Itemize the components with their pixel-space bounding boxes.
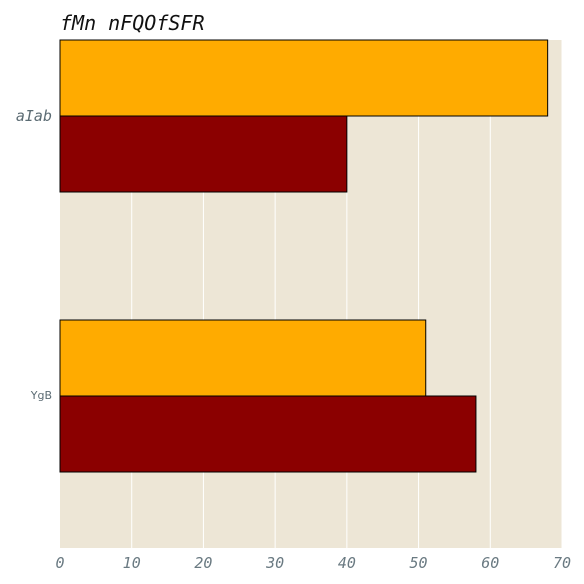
x-tick-label: 60 [481,554,499,572]
x-tick-label: 10 [123,554,141,572]
x-tick-label: 30 [265,554,284,572]
chart-title: fMn nFQOfSFR [60,11,205,35]
x-tick-label: 40 [338,554,356,572]
y-category-label: YgB [30,389,52,402]
bar-aIab-series-1 [59,39,549,117]
x-tick-label: 0 [55,554,64,572]
y-axis-categories: aIab YgB [16,107,52,402]
y-category-label: aIab [16,107,52,125]
bar-aIab-series-2 [59,115,348,193]
bar-YgB-series-1 [59,319,427,397]
bars [59,39,549,473]
x-axis-ticks: 0 10 20 30 40 50 60 70 [55,554,571,572]
x-tick-label: 50 [410,554,428,572]
bar-YgB-series-2 [59,395,477,473]
x-tick-label: 20 [194,554,212,572]
x-tick-label: 70 [553,554,571,572]
